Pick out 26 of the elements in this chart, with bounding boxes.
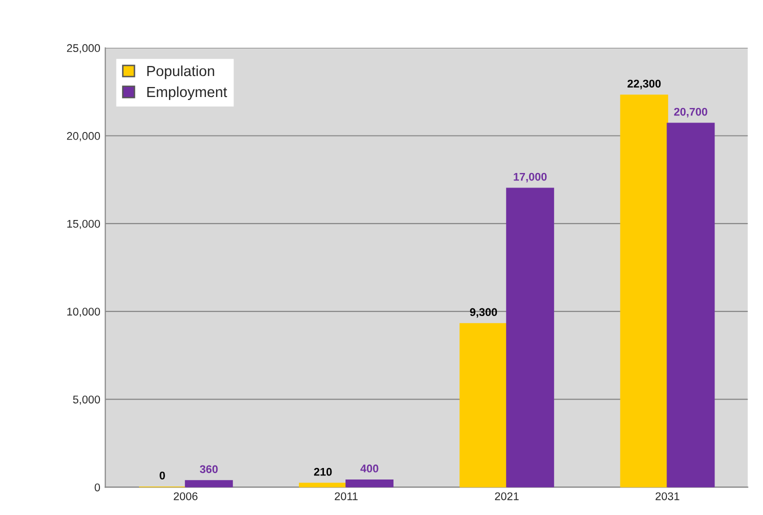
- y-tick-label: 25,000: [67, 44, 100, 54]
- data-label: 17,000: [514, 172, 547, 182]
- data-label: 210: [314, 468, 332, 476]
- y-tick-label: 15,000: [67, 220, 100, 230]
- legend-label: Employment: [147, 86, 228, 100]
- bar: [346, 479, 394, 488]
- y-tick-label: 5,000: [73, 396, 100, 405]
- data-label: 22,300: [628, 80, 661, 90]
- data-label: 9,300: [470, 308, 497, 318]
- x-tick-label: 2021: [495, 492, 519, 500]
- x-tick-label: 2006: [174, 492, 198, 500]
- x-tick-label: 2011: [334, 492, 358, 500]
- bar: [506, 188, 554, 488]
- data-label: 360: [200, 465, 218, 474]
- legend-label: Population: [147, 65, 214, 80]
- data-label: 0: [160, 472, 165, 480]
- y-tick-label: 0: [94, 483, 100, 492]
- bar: [460, 323, 508, 488]
- data-label: 20,700: [674, 108, 708, 118]
- bar: [666, 122, 715, 488]
- bar: [620, 94, 668, 488]
- data-label: 400: [360, 464, 378, 472]
- y-tick-label: 20,000: [67, 132, 100, 142]
- y-tick-label: 10,000: [67, 308, 100, 317]
- bar: [184, 480, 233, 488]
- x-tick-label: 2031: [656, 492, 680, 500]
